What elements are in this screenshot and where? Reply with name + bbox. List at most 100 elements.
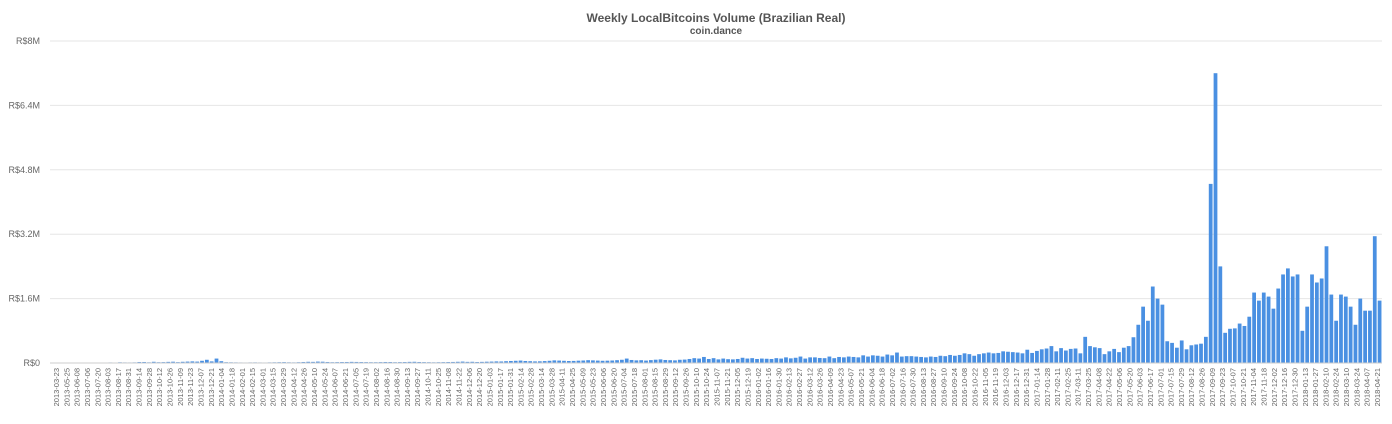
bar[interactable] — [1010, 352, 1015, 363]
bar[interactable] — [822, 358, 827, 363]
bar[interactable] — [552, 360, 557, 363]
bar[interactable] — [465, 361, 470, 363]
bar[interactable] — [142, 361, 146, 363]
bar[interactable] — [1068, 348, 1073, 363]
bar[interactable] — [475, 361, 479, 363]
bar[interactable] — [779, 358, 784, 363]
bar[interactable] — [861, 355, 866, 363]
bar[interactable] — [788, 358, 793, 363]
bar[interactable] — [1247, 316, 1252, 363]
bar[interactable] — [204, 359, 209, 363]
bar[interactable] — [1179, 340, 1184, 363]
bar[interactable] — [185, 361, 190, 363]
bar[interactable] — [528, 361, 533, 363]
bar[interactable] — [1314, 282, 1319, 364]
bar[interactable] — [851, 356, 856, 363]
bar[interactable] — [948, 354, 952, 363]
bar[interactable] — [1295, 274, 1300, 363]
bar[interactable] — [1334, 320, 1339, 363]
bar[interactable] — [692, 358, 697, 363]
bar[interactable] — [996, 352, 1001, 363]
bar[interactable] — [658, 359, 663, 363]
bar[interactable] — [417, 361, 422, 363]
bar[interactable] — [957, 354, 962, 363]
bar[interactable] — [1126, 346, 1131, 363]
bar[interactable] — [856, 357, 861, 363]
bar[interactable] — [325, 361, 330, 363]
bar[interactable] — [1343, 296, 1348, 363]
bar[interactable] — [1242, 325, 1247, 363]
bar[interactable] — [1286, 268, 1290, 363]
bar[interactable] — [1160, 304, 1165, 363]
bar[interactable] — [1368, 310, 1372, 363]
bar[interactable] — [383, 361, 388, 363]
bar[interactable] — [171, 361, 175, 363]
bar[interactable] — [315, 361, 320, 363]
bar[interactable] — [899, 356, 904, 363]
bar[interactable] — [624, 358, 629, 363]
bar[interactable] — [1092, 347, 1097, 363]
bar[interactable] — [745, 358, 750, 363]
bar[interactable] — [595, 360, 600, 363]
bar[interactable] — [571, 360, 576, 363]
bar[interactable] — [1112, 348, 1117, 363]
bar[interactable] — [972, 355, 977, 363]
bar[interactable] — [1078, 353, 1083, 363]
bar[interactable] — [1064, 350, 1068, 363]
bar[interactable] — [1223, 332, 1228, 363]
bar[interactable] — [924, 357, 928, 363]
bar[interactable] — [1271, 308, 1276, 363]
bar[interactable] — [798, 356, 803, 363]
bar[interactable] — [615, 360, 619, 363]
bar[interactable] — [793, 357, 798, 363]
bar[interactable] — [904, 356, 909, 363]
bar[interactable] — [1276, 288, 1281, 363]
bar[interactable] — [1039, 349, 1044, 363]
bar[interactable] — [576, 360, 581, 363]
bar[interactable] — [484, 361, 489, 363]
bar[interactable] — [209, 361, 214, 363]
bar[interactable] — [832, 358, 837, 363]
bar[interactable] — [909, 356, 914, 363]
bar[interactable] — [195, 361, 200, 363]
bar[interactable] — [537, 361, 542, 363]
bar[interactable] — [919, 356, 923, 363]
bar[interactable] — [1088, 346, 1092, 363]
bar[interactable] — [1073, 348, 1078, 363]
bar[interactable] — [1358, 298, 1363, 363]
bar[interactable] — [1175, 347, 1179, 363]
bar[interactable] — [1059, 348, 1063, 363]
bar[interactable] — [1199, 343, 1203, 363]
bar[interactable] — [639, 360, 644, 363]
bar[interactable] — [1218, 266, 1223, 363]
bar[interactable] — [721, 358, 726, 363]
bar[interactable] — [480, 361, 484, 363]
bar[interactable] — [1136, 324, 1141, 363]
bar[interactable] — [542, 361, 547, 363]
bar[interactable] — [320, 361, 325, 363]
bar[interactable] — [504, 361, 508, 363]
bar[interactable] — [586, 360, 590, 363]
bar[interactable] — [1237, 323, 1242, 363]
bar[interactable] — [1353, 324, 1358, 363]
bar[interactable] — [1146, 320, 1150, 363]
bar[interactable] — [1189, 345, 1194, 363]
bar[interactable] — [808, 357, 812, 363]
bar[interactable] — [953, 355, 957, 363]
bar[interactable] — [1184, 349, 1189, 363]
bar[interactable] — [933, 356, 938, 363]
bar[interactable] — [1305, 306, 1310, 363]
bar[interactable] — [1290, 276, 1295, 363]
bar[interactable] — [866, 356, 870, 363]
bar[interactable] — [1141, 306, 1145, 363]
bar[interactable] — [344, 361, 349, 363]
bar[interactable] — [1001, 351, 1006, 363]
bar[interactable] — [885, 354, 890, 363]
bar[interactable] — [1232, 328, 1237, 363]
bar[interactable] — [634, 360, 639, 363]
bar[interactable] — [986, 352, 991, 363]
bar[interactable] — [1208, 183, 1213, 363]
bar[interactable] — [1252, 292, 1256, 363]
bar[interactable] — [726, 359, 730, 363]
bar[interactable] — [509, 360, 513, 363]
